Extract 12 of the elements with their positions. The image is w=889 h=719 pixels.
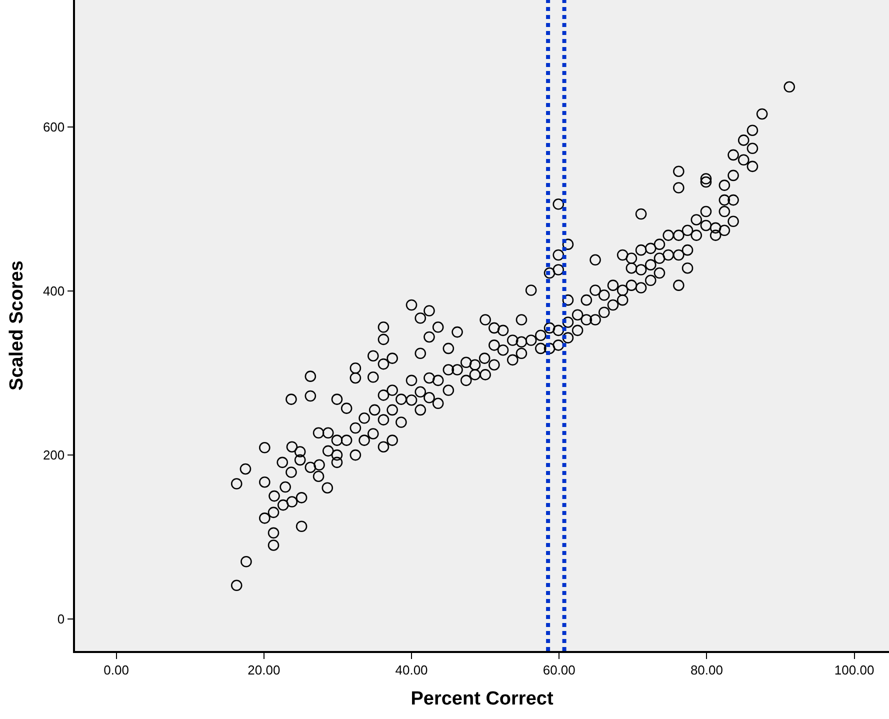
x-tick-label: 60.00 <box>542 662 576 678</box>
y-tick-label: 200 <box>42 448 65 463</box>
x-tick-label: 100.00 <box>834 662 874 678</box>
x-tick-label: 80.00 <box>690 662 723 678</box>
x-tick-label: 40.00 <box>395 662 428 678</box>
x-tick-label: 20.00 <box>248 662 280 678</box>
x-tick-label: 0.00 <box>104 662 129 678</box>
y-tick-label: 600 <box>42 120 65 135</box>
y-tick-label: 0 <box>57 612 65 627</box>
x-axis-title: Percent Correct <box>410 688 554 710</box>
y-axis-title: Scaled Scores <box>6 260 28 390</box>
y-tick-label: 400 <box>42 284 65 299</box>
